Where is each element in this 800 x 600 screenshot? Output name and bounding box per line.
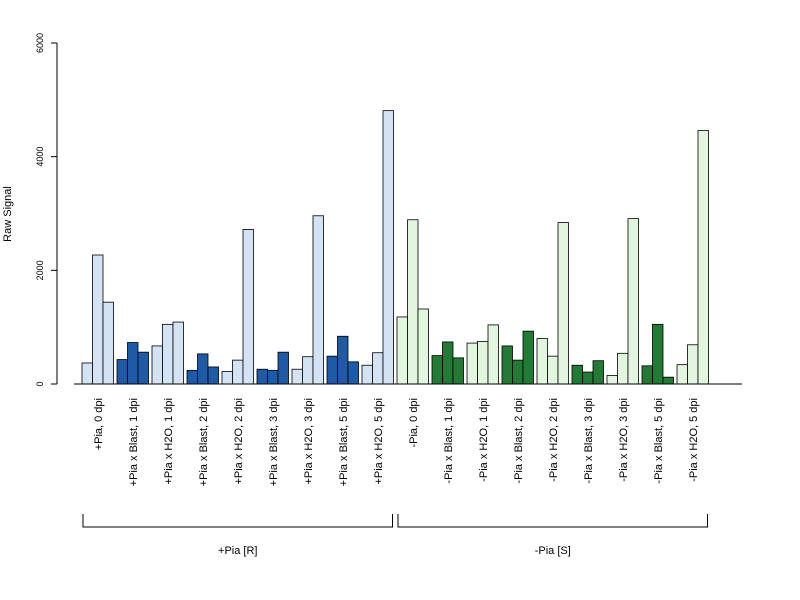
bar	[347, 361, 359, 385]
bar	[382, 110, 394, 385]
group-brackets: +Pia [R] -Pia [S]	[82, 514, 708, 557]
bar	[127, 342, 139, 385]
bar	[396, 316, 408, 385]
category-labels: +Pia, 0 dpi +Pia x Blast, 1 dpi +Pia x H2O…	[93, 398, 700, 486]
x-tick-label: -Pia x H2O, 2 dpi	[548, 398, 560, 482]
bar	[592, 360, 604, 385]
bar	[652, 323, 664, 385]
bar	[102, 301, 114, 385]
y-axis: 0 2000 4000 6000	[35, 33, 58, 387]
x-tick-label: -Pia, 0 dpi	[408, 398, 420, 448]
x-tick-label: -Pia x Blast, 5 dpi	[653, 398, 665, 484]
bar	[256, 368, 268, 385]
group-label: +Pia [R]	[218, 545, 257, 557]
bar	[512, 359, 524, 385]
bar	[442, 341, 454, 385]
bar	[501, 345, 513, 385]
bar	[466, 342, 478, 385]
x-tick-label: -Pia x H2O, 3 dpi	[618, 398, 630, 482]
x-tick-label: +Pia, 0 dpi	[93, 398, 105, 450]
bars	[81, 110, 709, 385]
bar	[697, 130, 709, 385]
y-tick-label: 6000	[35, 33, 45, 53]
x-tick-label: +Pia x H2O, 5 dpi	[373, 398, 385, 485]
bar	[267, 369, 279, 385]
x-tick-label: +Pia x H2O, 2 dpi	[233, 398, 245, 485]
bar	[361, 364, 373, 385]
bar	[242, 229, 254, 385]
bar	[186, 369, 198, 385]
bar	[557, 222, 569, 385]
bar	[277, 351, 289, 385]
bar	[302, 356, 314, 385]
x-tick-label: +Pia x Blast, 1 dpi	[128, 398, 140, 486]
bar	[431, 355, 443, 385]
y-tick-label: 0	[35, 381, 45, 386]
bar	[487, 324, 499, 385]
x-tick-label: +Pia x H2O, 1 dpi	[163, 398, 175, 485]
y-tick-label: 2000	[35, 260, 45, 280]
bar	[221, 371, 233, 385]
x-tick-label: -Pia x Blast, 3 dpi	[583, 398, 595, 484]
bar	[312, 215, 324, 385]
bar	[477, 340, 489, 385]
bar	[162, 323, 174, 385]
x-tick-label: +Pia x H2O, 3 dpi	[303, 398, 315, 485]
x-tick-label: -Pia x Blast, 2 dpi	[513, 398, 525, 484]
bar	[536, 338, 548, 385]
bar	[172, 321, 184, 385]
bar	[417, 308, 429, 385]
bar	[326, 355, 338, 385]
bar	[81, 362, 93, 385]
y-axis-label: Raw Signal	[2, 186, 14, 242]
bar	[116, 359, 128, 385]
bar	[452, 357, 464, 385]
bar	[571, 364, 583, 385]
bar	[687, 344, 699, 385]
bar	[606, 375, 618, 385]
x-tick-label: +Pia x Blast, 3 dpi	[268, 398, 280, 486]
bar	[407, 219, 419, 385]
group-bracket	[397, 514, 708, 528]
x-tick-label: -Pia x Blast, 1 dpi	[443, 398, 455, 484]
bar	[617, 352, 629, 385]
bar	[582, 371, 594, 385]
bar	[641, 365, 653, 385]
group-label: -Pia [S]	[535, 545, 571, 557]
x-tick-label: +Pia x Blast, 5 dpi	[338, 398, 350, 486]
bar	[627, 218, 639, 385]
bar	[92, 254, 104, 385]
bar	[547, 355, 559, 385]
x-tick-label: +Pia x Blast, 2 dpi	[198, 398, 210, 486]
bar	[207, 366, 219, 385]
bar	[337, 335, 349, 385]
x-tick-label: -Pia x H2O, 1 dpi	[478, 398, 490, 482]
bar	[662, 376, 674, 385]
bar	[522, 330, 534, 385]
y-tick-label: 4000	[35, 147, 45, 167]
bar	[372, 352, 384, 385]
bar	[232, 359, 244, 385]
group-bracket	[82, 514, 393, 528]
bar	[151, 345, 163, 385]
bar	[137, 351, 149, 385]
bar	[291, 368, 303, 385]
x-tick-label: -Pia x H2O, 5 dpi	[688, 398, 700, 482]
bar	[676, 364, 688, 385]
bar	[197, 353, 209, 385]
